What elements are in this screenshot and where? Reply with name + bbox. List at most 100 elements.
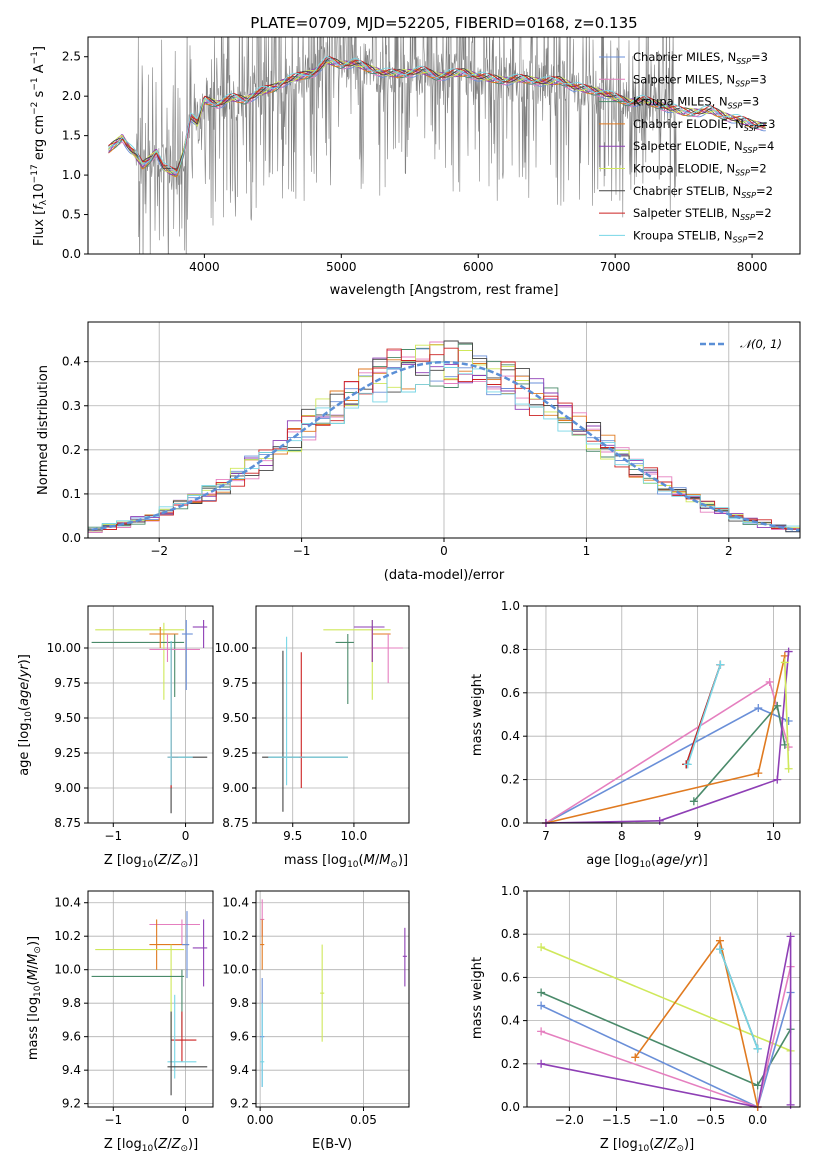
y-tick-label: 9.6 xyxy=(62,1030,81,1044)
x-tick-label: −0.5 xyxy=(696,1113,725,1127)
y-tick-label: 0.4 xyxy=(501,729,520,743)
mass-vs-Z-y-label: mass [log10(M/M⊙)] xyxy=(26,936,43,1060)
mass-weight-Z-y-label: mass weight xyxy=(470,957,485,1039)
weight-point-marker xyxy=(631,1053,640,1062)
weight-series-line xyxy=(687,664,722,765)
y-tick-label: 0.4 xyxy=(501,1014,520,1028)
x-tick-label: 4000 xyxy=(189,260,220,274)
y-tick-label: 9.25 xyxy=(54,746,81,760)
weight-point-marker xyxy=(773,701,782,710)
x-tick-label: 10 xyxy=(766,829,781,843)
legend-entry: Kroupa ELODIE, NSSP=2 xyxy=(633,162,767,178)
weight-point-marker xyxy=(683,760,692,769)
y-tick-label: 0.0 xyxy=(501,816,520,830)
mass-weight-age-y-label: mass weight xyxy=(470,674,485,756)
y-tick-label: 10.2 xyxy=(222,929,249,943)
age-vs-mass-panel: 9.5 10.0 8.75 9.00 9.25 9.50 9.75 10.00 xyxy=(215,605,410,843)
x-tick-label: −1 xyxy=(293,544,311,558)
weight-series-line xyxy=(540,946,791,1052)
y-tick-label: 9.6 xyxy=(230,1030,249,1044)
weight-point-marker xyxy=(780,658,789,667)
x-tick-label: 9.5 xyxy=(283,829,302,843)
y-tick-label: 8.75 xyxy=(222,816,249,830)
legend-entry: Chabrier MILES, NSSP=3 xyxy=(633,50,768,66)
y-tick-label: 9.8 xyxy=(62,996,81,1010)
legend-entry: Chabrier ELODIE, NSSP=3 xyxy=(633,117,775,133)
y-tick-label: 9.00 xyxy=(54,781,81,795)
legend-entry: Kroupa STELIB, NSSP=2 xyxy=(633,228,764,244)
y-tick-label: 9.00 xyxy=(222,781,249,795)
y-tick-label: 1.0 xyxy=(501,884,520,898)
weight-series-line xyxy=(545,655,786,824)
x-tick-label: 0.00 xyxy=(247,1113,274,1127)
weight-point-marker xyxy=(784,764,793,773)
observed-spectrum-line xyxy=(108,37,677,254)
y-tick-label: 8.75 xyxy=(54,816,81,830)
model-spectrum-line xyxy=(108,57,766,170)
mass-weight-vs-age-panel: 7 8 9 10 0.0 0.2 0.4 0.6 0.8 1.0 xyxy=(501,599,801,843)
y-tick-label: 10.00 xyxy=(47,641,81,655)
weight-point-marker xyxy=(689,797,698,806)
plot-frame xyxy=(87,890,214,1108)
residual-histogram-step xyxy=(88,340,800,534)
x-tick-label: −1.5 xyxy=(602,1113,631,1127)
y-tick-label: 0.3 xyxy=(62,399,81,413)
weight-point-marker xyxy=(537,1059,546,1068)
spectrum-legend: Chabrier MILES, NSSP=3 Salpeter MILES, NS… xyxy=(599,50,775,244)
mass-weight-Z-x-label: Z [log10(Z/Z⊙)] xyxy=(600,1137,694,1154)
y-tick-label: 9.50 xyxy=(222,711,249,725)
normal-curve-legend-label: 𝒩(0, 1) xyxy=(740,337,782,351)
weight-series-line xyxy=(545,707,789,824)
y-tick-label: 0.8 xyxy=(501,927,520,941)
y-tick-label: 0.4 xyxy=(62,355,81,369)
weight-point-marker xyxy=(784,647,793,656)
weight-point-marker xyxy=(773,775,782,784)
x-tick-label: −1.0 xyxy=(649,1113,678,1127)
y-tick-label: 0.1 xyxy=(62,487,81,501)
y-tick-label: 2.0 xyxy=(62,89,81,103)
x-tick-label: −2.0 xyxy=(555,1113,584,1127)
x-tick-label: 6000 xyxy=(463,260,494,274)
spectrum-x-label: wavelength [Angstrom, rest frame] xyxy=(330,283,559,298)
weight-point-marker xyxy=(537,988,546,997)
weight-series-line xyxy=(634,938,759,1108)
weight-point-marker xyxy=(753,1044,762,1053)
residual-histogram-panel: −2 −1 0 1 2 0.0 0.1 0.2 0.3 0.4 𝒩(0, 1) xyxy=(62,321,801,558)
weight-point-marker xyxy=(784,717,793,726)
x-tick-label: 0 xyxy=(440,544,448,558)
mass-vs-EBV-panel: 0.00 0.05 9.2 9.4 9.6 9.8 10.0 10.2 10.4 xyxy=(222,890,410,1127)
legend-entry: Salpeter ELODIE, NSSP=4 xyxy=(633,139,774,155)
legend-entry: Salpeter MILES, NSSP=3 xyxy=(633,72,767,88)
x-tick-label: −1 xyxy=(104,829,122,843)
plot-frame xyxy=(526,605,801,824)
weight-point-marker xyxy=(537,1027,546,1036)
y-tick-label: 9.4 xyxy=(230,1063,249,1077)
weight-series-line xyxy=(540,936,792,1108)
y-tick-label: 10.4 xyxy=(222,896,249,910)
weight-point-marker xyxy=(537,1001,546,1010)
x-tick-label: 0 xyxy=(182,1113,190,1127)
x-tick-label: 0 xyxy=(182,829,190,843)
histogram-y-label: Normed distribution xyxy=(36,365,51,495)
x-tick-label: 9 xyxy=(694,829,702,843)
y-tick-label: 2.5 xyxy=(62,50,81,64)
mass-vs-Z-x-label: Z [log10(Z/Z⊙)] xyxy=(104,1137,198,1154)
mass-vs-Z-panel: −1 0 9.2 9.4 9.6 9.8 10.0 10.2 10.4 xyxy=(54,890,214,1127)
plot-frame xyxy=(526,890,801,1108)
model-spectrum-line xyxy=(108,55,766,174)
mass-vs-EBV-x-label: E(B-V) xyxy=(312,1137,352,1152)
age-vs-Z-panel: −1 0 8.75 9.00 9.25 9.50 9.75 10.00 xyxy=(47,605,214,843)
weight-point-marker xyxy=(716,660,725,669)
weight-point-marker xyxy=(715,945,724,954)
y-tick-label: 0.0 xyxy=(62,247,81,261)
weight-series-line xyxy=(719,949,759,1049)
age-vs-mass-x-label: mass [log10(M/M⊙)] xyxy=(284,853,408,870)
weight-point-marker xyxy=(786,932,795,941)
plot-frame xyxy=(255,890,410,1108)
x-tick-label: 7 xyxy=(542,829,550,843)
y-tick-label: 9.75 xyxy=(54,676,81,690)
y-tick-label: 0.8 xyxy=(501,642,520,656)
y-tick-label: 9.4 xyxy=(62,1063,81,1077)
figure-title: PLATE=0709, MJD=52205, FIBERID=0168, z=0… xyxy=(250,14,637,32)
